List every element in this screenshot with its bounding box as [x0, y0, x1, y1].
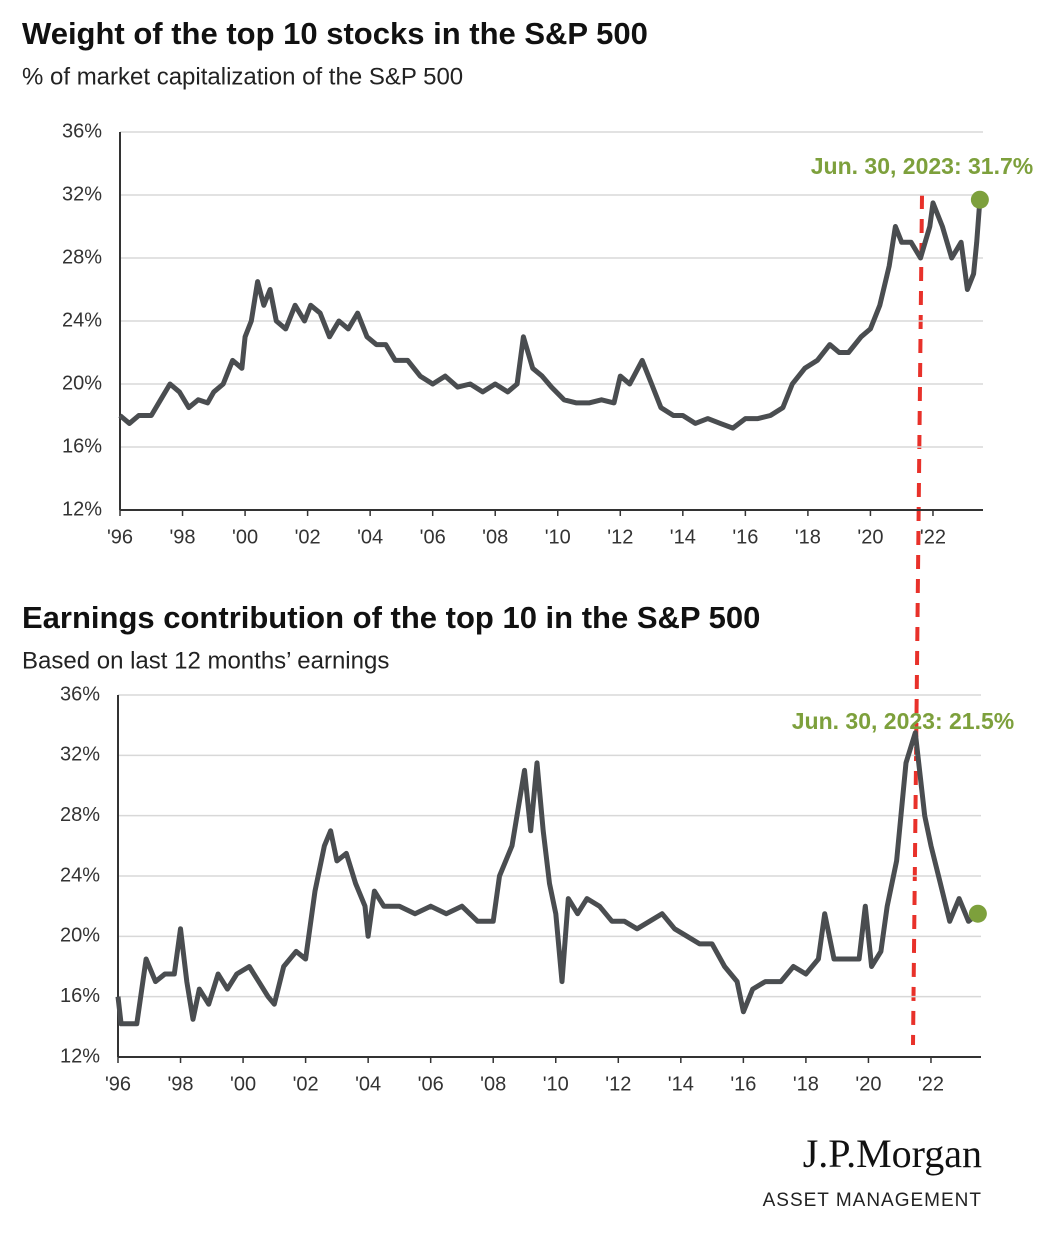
- x-tick-label: '02: [295, 526, 321, 548]
- end-marker: [968, 904, 987, 923]
- x-tick-label: '22: [920, 526, 946, 548]
- y-tick-label: 12%: [60, 1045, 100, 1067]
- x-tick-label: '08: [482, 526, 508, 548]
- y-tick-label: 16%: [60, 985, 100, 1007]
- y-tick-label: 28%: [62, 246, 102, 268]
- x-tick-label: '02: [293, 1073, 319, 1095]
- brand: J.P.Morgan: [803, 1131, 982, 1176]
- x-tick-label: '16: [730, 1073, 756, 1095]
- x-tick-label: '20: [857, 526, 883, 548]
- reference-line: [911, 194, 924, 1046]
- y-tick-label: 32%: [62, 183, 102, 205]
- y-tick-label: 24%: [62, 309, 102, 331]
- x-tick-label: '98: [169, 526, 195, 548]
- y-tick-label: 24%: [60, 864, 100, 886]
- y-tick-label: 20%: [62, 372, 102, 394]
- y-tick-label: 28%: [60, 804, 100, 826]
- y-tick-label: 16%: [62, 435, 102, 457]
- series-line: [118, 199, 983, 431]
- chart-title: Weight of the top 10 stocks in the S&P 5…: [22, 16, 648, 51]
- x-tick-label: '10: [543, 1073, 569, 1095]
- series-line: [115, 730, 980, 1027]
- x-tick-label: '96: [105, 1073, 131, 1095]
- x-tick-label: '06: [420, 526, 446, 548]
- chart-title: Earnings contribution of the top 10 in t…: [22, 600, 760, 635]
- x-tick-label: '12: [607, 526, 633, 548]
- end-marker: [970, 190, 989, 209]
- y-tick-label: 36%: [62, 120, 102, 142]
- annotation: Jun. 30, 2023: 31.7%: [811, 153, 1033, 179]
- x-tick-label: '10: [545, 526, 571, 548]
- y-tick-label: 32%: [60, 744, 100, 766]
- x-tick-label: '96: [107, 526, 133, 548]
- x-tick-label: '04: [355, 1073, 381, 1095]
- x-tick-label: '12: [605, 1073, 631, 1095]
- x-tick-label: '08: [480, 1073, 506, 1095]
- x-tick-label: '00: [232, 526, 258, 548]
- x-tick-label: '04: [357, 526, 383, 548]
- chart-subtitle: Based on last 12 months’ earnings: [22, 647, 389, 674]
- x-tick-label: '06: [418, 1073, 444, 1095]
- x-tick-label: '18: [793, 1073, 819, 1095]
- division: ASSET MANAGEMENT: [763, 1190, 982, 1211]
- x-tick-label: '98: [167, 1073, 193, 1095]
- y-tick-label: 36%: [60, 683, 100, 705]
- x-tick-label: '18: [795, 526, 821, 548]
- x-tick-label: '20: [855, 1073, 881, 1095]
- x-tick-label: '22: [918, 1073, 944, 1095]
- x-tick-label: '16: [732, 526, 758, 548]
- x-tick-label: '14: [670, 526, 696, 548]
- y-tick-label: 12%: [62, 498, 102, 520]
- annotation: Jun. 30, 2023: 21.5%: [792, 708, 1014, 734]
- x-tick-label: '00: [230, 1073, 256, 1095]
- y-tick-label: 20%: [60, 925, 100, 947]
- chart-subtitle: % of market capitalization of the S&P 50…: [22, 63, 463, 90]
- x-tick-label: '14: [668, 1073, 694, 1095]
